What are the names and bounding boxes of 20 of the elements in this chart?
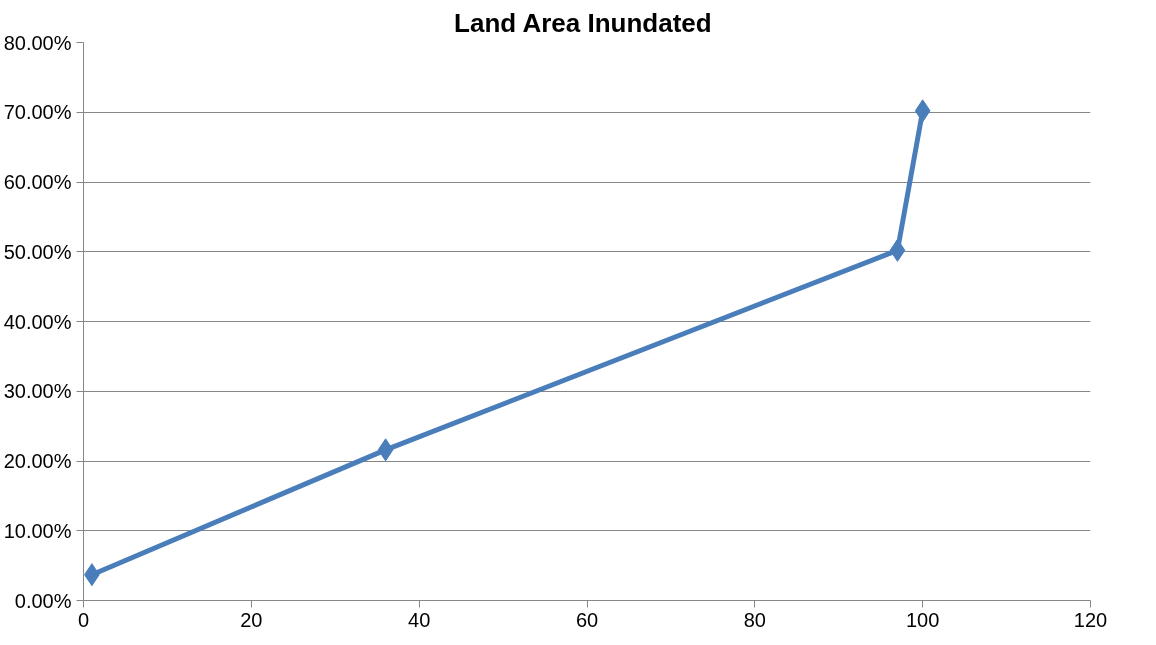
y-tick-label: 40.00% (3, 310, 72, 333)
y-tick-label: 60.00% (3, 171, 72, 193)
point (889, 238, 906, 262)
point (914, 99, 931, 123)
point (377, 438, 394, 462)
y-tick-label: 0.00% (14, 589, 72, 612)
x-tick-label: 100 (905, 608, 940, 631)
x-tick-label: 40 (408, 608, 431, 631)
chart-title: Land Area Inundated (454, 7, 712, 38)
y-tick-label: 80.00% (3, 31, 72, 54)
x-tick-label: 20 (240, 608, 263, 631)
x-tick-label: 60 (575, 608, 599, 631)
y-tick-label: 50.00% (3, 240, 72, 263)
x-tick-label: 0 (77, 608, 90, 631)
y-tick-label: 20.00% (3, 450, 72, 472)
x-tick-label: 120 (1073, 608, 1108, 631)
y-tick-label: 30.00% (3, 380, 72, 403)
y-tick-label: 10.00% (3, 519, 72, 542)
x-tick-label: 80 (743, 608, 766, 631)
y-tick-label: 70.00% (3, 101, 72, 124)
